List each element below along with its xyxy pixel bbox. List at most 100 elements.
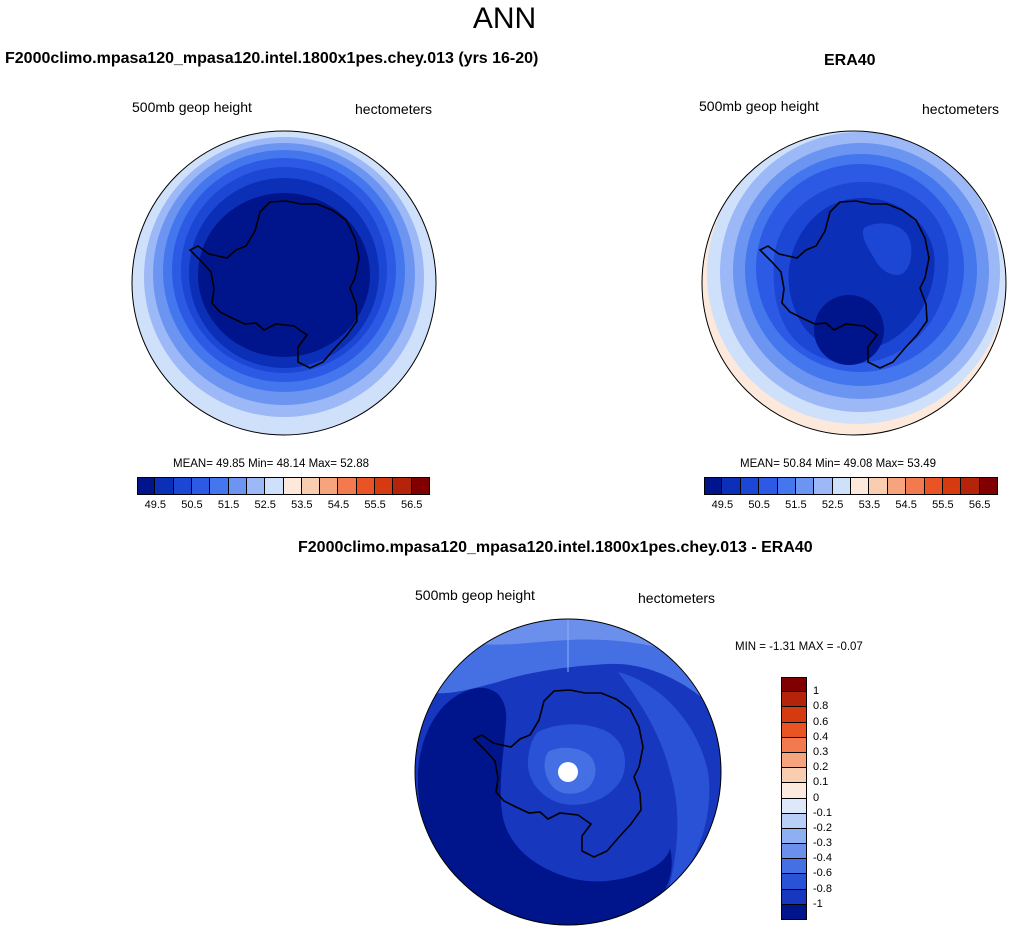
model-colorbar-tick-label: 56.5: [400, 499, 423, 511]
obs-colorbar-cell: [832, 477, 851, 495]
diff-antarctica-coastline: [472, 689, 644, 858]
diff-colorbar-tick-label: -0.6: [813, 867, 832, 880]
obs-colorbar-cell: [906, 477, 925, 495]
diff-colorbar-cell: [781, 768, 807, 784]
model-colorbar-cell: [393, 477, 412, 495]
obs-variable-label: 500mb geop height: [699, 98, 819, 114]
diff-colorbar-cell: [781, 783, 807, 799]
diff-colorbar-cell: [781, 707, 807, 723]
obs-panel-title: ERA40: [824, 52, 876, 69]
diff-colorbar-tick-label: 0.4: [813, 730, 829, 743]
model-colorbar-tick-label: 55.5: [364, 499, 386, 511]
model-colorbar-cell: [228, 477, 247, 495]
obs-mean-value: 50.84: [783, 458, 812, 470]
diff-colorbar-cell: [781, 859, 807, 875]
obs-colorbar-cell: [740, 477, 760, 495]
diff-variable-label: 500mb geop height: [415, 587, 535, 603]
obs-stats: MEAN= 50.84 Min= 49.08 Max= 53.49: [740, 458, 936, 470]
obs-colorbar-cell: [777, 477, 796, 495]
diff-colorbar-cell: [781, 752, 807, 769]
diff-colorbar-cell: [781, 798, 807, 814]
model-mean-value: 49.85: [216, 458, 245, 470]
model-stats: MEAN= 49.85 Min= 48.14 Max= 52.88: [173, 458, 369, 470]
obs-polar-map: [701, 130, 1007, 436]
diff-colorbar-tick-label: 0.8: [813, 700, 829, 713]
model-polar-map: [131, 130, 437, 436]
obs-colorbar-cell: [722, 477, 741, 495]
model-units-label: hectometers: [355, 101, 433, 117]
obs-colorbar-cell: [961, 477, 980, 495]
diff-colorbar-cell: [781, 677, 807, 693]
diff-colorbar-tick-label: -0.4: [813, 852, 832, 865]
obs-min-value: 49.08: [843, 458, 873, 470]
diff-map-frame: [414, 618, 722, 926]
obs-high-interior: [862, 223, 912, 276]
figure-title: ANN: [472, 2, 537, 35]
model-variable-label: 500mb geop height: [132, 99, 252, 115]
model-colorbar-cell: [301, 477, 321, 495]
obs-antarctica-coastline: [758, 200, 930, 369]
obs-colorbar-cell: [979, 477, 998, 495]
diff-colorbar-cell: [781, 737, 807, 753]
obs-low-center: [814, 295, 884, 365]
diff-band-east-light: [618, 672, 710, 892]
model-colorbar-tick-label: 53.5: [291, 499, 313, 511]
obs-colorbar-tick-label: 54.5: [895, 499, 917, 511]
model-colorbar-cell: [246, 477, 266, 495]
obs-colorbar-cell: [887, 477, 907, 495]
model-colorbar-cell: [210, 477, 229, 495]
diff-colorbar-tick-label: -1: [813, 897, 823, 910]
diff-colorbar-tick-label: 0.3: [813, 745, 829, 758]
model-colorbar-tick-label: 51.5: [217, 499, 240, 511]
diff-missing-pole: [558, 762, 578, 782]
diff-colorbar-tick-label: 0.6: [813, 715, 829, 728]
obs-colorbar-cell: [814, 477, 833, 495]
model-antarctica-coastline: [188, 200, 360, 369]
obs-colorbar-tick-label: 50.5: [748, 499, 770, 511]
diff-colorbar-cell: [781, 722, 807, 738]
model-min-value: 48.14: [276, 458, 306, 470]
model-mean-label: MEAN=: [173, 458, 213, 470]
diff-band-core-west: [417, 687, 672, 925]
model-colorbar-cell: [338, 477, 357, 495]
diff-units-label: hectometers: [638, 590, 716, 606]
model-colorbar-cell: [265, 477, 284, 495]
obs-colorbar-tick-label: 49.5: [711, 499, 734, 511]
obs-colorbar-cell: [759, 477, 778, 495]
diff-colorbar-tick-label: 0.1: [813, 776, 829, 789]
model-colorbar-cell: [375, 477, 394, 495]
obs-colorbar-cell: [942, 477, 962, 495]
model-colorbar-cell: [411, 477, 430, 495]
model-colorbar-tick-label: 54.5: [327, 499, 350, 511]
obs-colorbar-tick-label: 52.5: [821, 499, 844, 511]
diff-colorbar-tick-label: -0.1: [813, 806, 832, 819]
model-max-label: Max=: [308, 458, 338, 470]
obs-min-label: Min=: [815, 458, 841, 470]
diff-colorbar-tick-label: 0: [813, 791, 820, 804]
model-colorbar-cell: [173, 477, 192, 495]
model-colorbar-cell: [191, 477, 211, 495]
diff-colorbar-cell: [781, 828, 807, 845]
diff-colorbar-tick-label: -0.3: [813, 837, 832, 850]
model-panel-title: F2000climo.mpasa120_mpasa120.intel.1800x…: [5, 50, 539, 67]
obs-colorbar-tick-label: 56.5: [968, 499, 991, 511]
model-colorbar-cell: [320, 477, 339, 495]
diff-colorbar-cell: [781, 874, 807, 890]
obs-colorbar-cell: [924, 477, 943, 495]
obs-colorbar-cell: [704, 477, 723, 495]
obs-map-frame: [701, 130, 1007, 436]
diff-colorbar-tick-label: -0.2: [813, 821, 832, 834]
diff-panel-title: F2000climo.mpasa120_mpasa120.intel.1800x…: [298, 539, 813, 556]
model-band-core: [198, 193, 370, 357]
obs-units-label: hectometers: [922, 101, 1000, 117]
model-colorbar-cell: [356, 477, 376, 495]
model-colorbar-tick-label: 52.5: [254, 499, 276, 511]
diff-colorbar-tick-label: 1: [813, 685, 820, 698]
obs-colorbar-cell: [851, 477, 870, 495]
obs-colorbar-tick-label: 55.5: [932, 499, 954, 511]
diff-colorbar-cell: [781, 889, 807, 905]
model-colorbar-cell: [283, 477, 302, 495]
obs-colorbar-cell: [795, 477, 815, 495]
model-min-label: Min=: [248, 458, 274, 470]
obs-mean-label: MEAN=: [740, 458, 780, 470]
